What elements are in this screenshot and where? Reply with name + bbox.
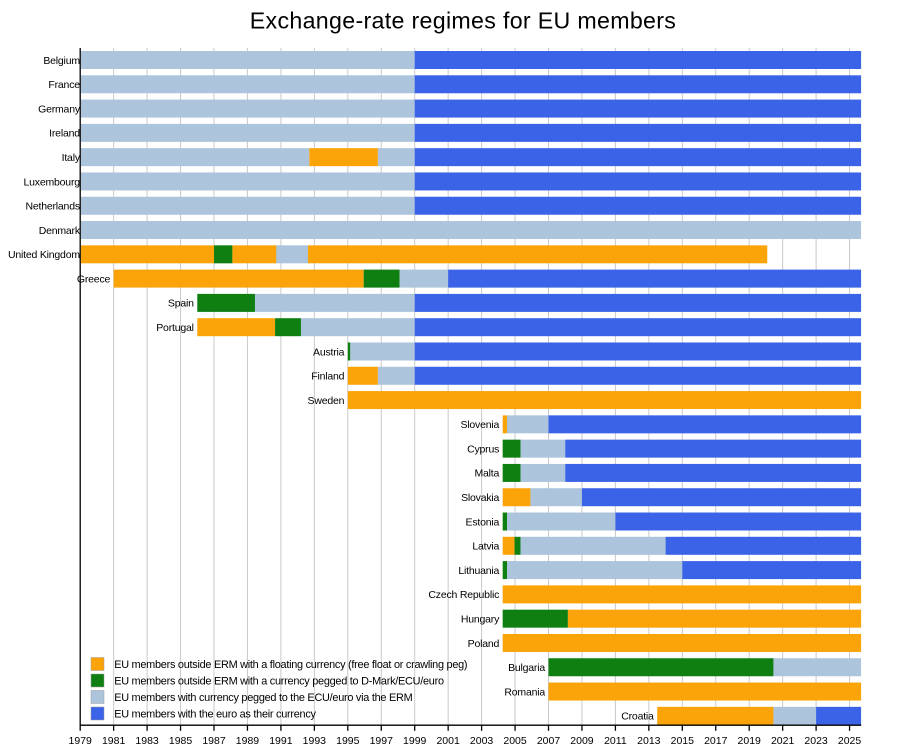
svg-text:2005: 2005 — [503, 735, 527, 747]
svg-text:1993: 1993 — [303, 735, 327, 747]
svg-text:Cyprus: Cyprus — [467, 443, 499, 455]
svg-text:1995: 1995 — [336, 735, 360, 747]
svg-text:Malta: Malta — [474, 468, 499, 480]
svg-text:1979: 1979 — [69, 735, 93, 747]
svg-text:Exchange-rate regimes for EU m: Exchange-rate regimes for EU members — [250, 8, 676, 34]
svg-text:2009: 2009 — [570, 735, 594, 747]
svg-text:2017: 2017 — [704, 735, 728, 747]
svg-text:2021: 2021 — [771, 735, 795, 747]
svg-text:2001: 2001 — [436, 735, 460, 747]
svg-text:Sweden: Sweden — [308, 395, 345, 407]
svg-text:EU members with the euro as th: EU members with the euro as their curren… — [114, 708, 316, 720]
svg-text:1997: 1997 — [370, 735, 394, 747]
svg-text:France: France — [48, 79, 80, 91]
svg-text:2023: 2023 — [804, 735, 828, 747]
svg-text:2013: 2013 — [637, 735, 661, 747]
svg-text:1991: 1991 — [269, 735, 293, 747]
svg-text:Hungary: Hungary — [461, 613, 500, 625]
svg-text:Slovenia: Slovenia — [460, 419, 499, 431]
svg-text:Luxembourg: Luxembourg — [24, 176, 81, 188]
svg-text:Portugal: Portugal — [156, 322, 194, 334]
svg-text:Greece: Greece — [77, 273, 111, 285]
svg-text:Netherlands: Netherlands — [25, 201, 79, 213]
svg-text:1981: 1981 — [102, 735, 126, 747]
svg-text:2011: 2011 — [604, 735, 627, 747]
svg-text:2019: 2019 — [738, 735, 762, 747]
svg-text:1987: 1987 — [202, 735, 226, 747]
svg-text:Belgium: Belgium — [43, 55, 80, 67]
svg-text:EU members outside ERM with a: EU members outside ERM with a floating c… — [114, 659, 467, 671]
svg-text:Lithuania: Lithuania — [458, 565, 499, 577]
svg-text:1999: 1999 — [403, 735, 427, 747]
svg-text:Denmark: Denmark — [39, 225, 81, 237]
svg-text:Croatia: Croatia — [621, 711, 654, 723]
svg-text:Spain: Spain — [168, 298, 194, 310]
svg-text:1983: 1983 — [135, 735, 159, 747]
svg-text:EU members with currency pegge: EU members with currency pegged to the E… — [114, 692, 412, 704]
svg-text:Germany: Germany — [38, 103, 81, 115]
svg-text:2007: 2007 — [537, 735, 561, 747]
svg-text:Czech Republic: Czech Republic — [428, 589, 499, 601]
svg-text:Italy: Italy — [62, 152, 81, 164]
svg-text:1989: 1989 — [236, 735, 260, 747]
svg-text:Slovakia: Slovakia — [461, 492, 499, 504]
svg-text:2015: 2015 — [671, 735, 695, 747]
svg-text:United Kingdom: United Kingdom — [8, 249, 80, 261]
svg-text:Austria: Austria — [313, 346, 345, 358]
svg-text:Romania: Romania — [504, 686, 545, 698]
svg-text:2025: 2025 — [838, 735, 862, 747]
svg-text:EU members outside ERM with a: EU members outside ERM with a currency p… — [114, 675, 444, 687]
svg-text:Estonia: Estonia — [466, 516, 500, 528]
svg-text:Ireland: Ireland — [49, 128, 80, 140]
svg-text:Finland: Finland — [311, 371, 344, 383]
svg-text:2003: 2003 — [470, 735, 494, 747]
svg-text:Poland: Poland — [468, 638, 500, 650]
svg-text:Latvia: Latvia — [472, 541, 499, 553]
svg-text:Bulgaria: Bulgaria — [508, 662, 545, 674]
svg-text:1985: 1985 — [169, 735, 193, 747]
